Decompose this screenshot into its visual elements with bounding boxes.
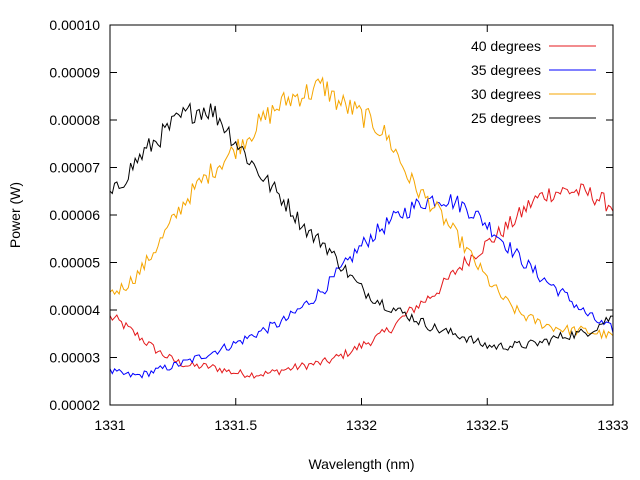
x-axis-title: Wavelength (nm) xyxy=(308,456,414,472)
y-tick-label: 0.00009 xyxy=(49,65,100,81)
legend-label: 35 degrees xyxy=(471,62,541,78)
y-tick-label: 0.00003 xyxy=(49,350,100,366)
series-line-1 xyxy=(109,183,614,379)
y-tick-label: 0.00002 xyxy=(49,397,100,413)
x-tick-label: 1331.5 xyxy=(214,417,257,433)
y-tick-label: 0.00006 xyxy=(49,207,100,223)
y-tick-label: 0.00008 xyxy=(49,112,100,128)
series-line-3 xyxy=(109,76,614,340)
legend: 40 degrees 35 degrees 30 degrees 25 degrees xyxy=(471,38,596,126)
x-tick-label: 1333 xyxy=(597,417,628,433)
series-line-2 xyxy=(109,194,614,379)
y-tick-label: 0.00004 xyxy=(49,302,100,318)
legend-label: 40 degrees xyxy=(471,38,541,54)
x-tick-label: 1331 xyxy=(94,417,125,433)
x-tick-label: 1332 xyxy=(346,417,377,433)
legend-label: 25 degrees xyxy=(471,110,541,126)
legend-label: 30 degrees xyxy=(471,86,541,102)
axis-ticks: 1331 1331.5 1332 1332.5 1333 0.00002 0.00003 0.… xyxy=(49,17,628,433)
series-layer xyxy=(109,76,614,379)
y-tick-label: 0.00007 xyxy=(49,160,100,176)
series-line-4 xyxy=(109,102,614,351)
y-axis-title: Power (W) xyxy=(7,182,23,248)
y-tick-label: 0.00010 xyxy=(49,17,100,33)
x-tick-label: 1332.5 xyxy=(466,417,509,433)
y-tick-label: 0.00005 xyxy=(49,255,100,271)
